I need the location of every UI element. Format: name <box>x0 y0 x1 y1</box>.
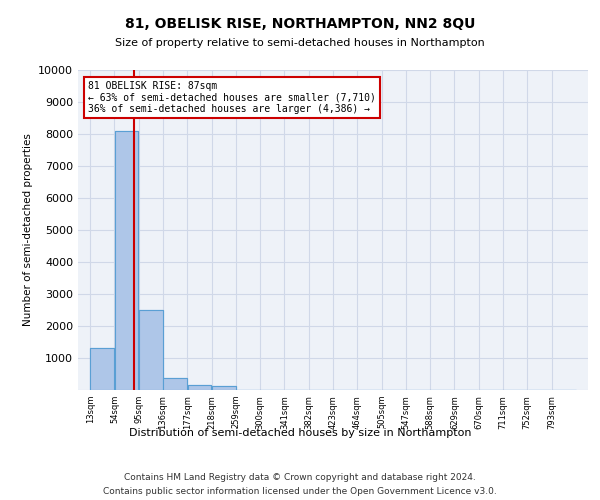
Bar <box>91 348 114 390</box>
Bar <box>188 385 211 390</box>
Y-axis label: Number of semi-detached properties: Number of semi-detached properties <box>23 134 32 326</box>
Bar <box>91 348 114 390</box>
Text: Size of property relative to semi-detached houses in Northampton: Size of property relative to semi-detach… <box>115 38 485 48</box>
Bar <box>188 385 211 390</box>
Text: Contains public sector information licensed under the Open Government Licence v3: Contains public sector information licen… <box>103 488 497 496</box>
Bar <box>139 310 163 390</box>
Text: 81, OBELISK RISE, NORTHAMPTON, NN2 8QU: 81, OBELISK RISE, NORTHAMPTON, NN2 8QU <box>125 18 475 32</box>
Text: Distribution of semi-detached houses by size in Northampton: Distribution of semi-detached houses by … <box>129 428 471 438</box>
Bar <box>163 378 187 390</box>
Bar <box>212 386 236 390</box>
Bar <box>139 310 163 390</box>
Bar <box>115 131 139 390</box>
Bar <box>163 378 187 390</box>
Text: Contains HM Land Registry data © Crown copyright and database right 2024.: Contains HM Land Registry data © Crown c… <box>124 472 476 482</box>
Bar <box>115 131 139 390</box>
Text: 81 OBELISK RISE: 87sqm
← 63% of semi-detached houses are smaller (7,710)
36% of : 81 OBELISK RISE: 87sqm ← 63% of semi-det… <box>88 81 376 114</box>
Bar <box>212 386 236 390</box>
